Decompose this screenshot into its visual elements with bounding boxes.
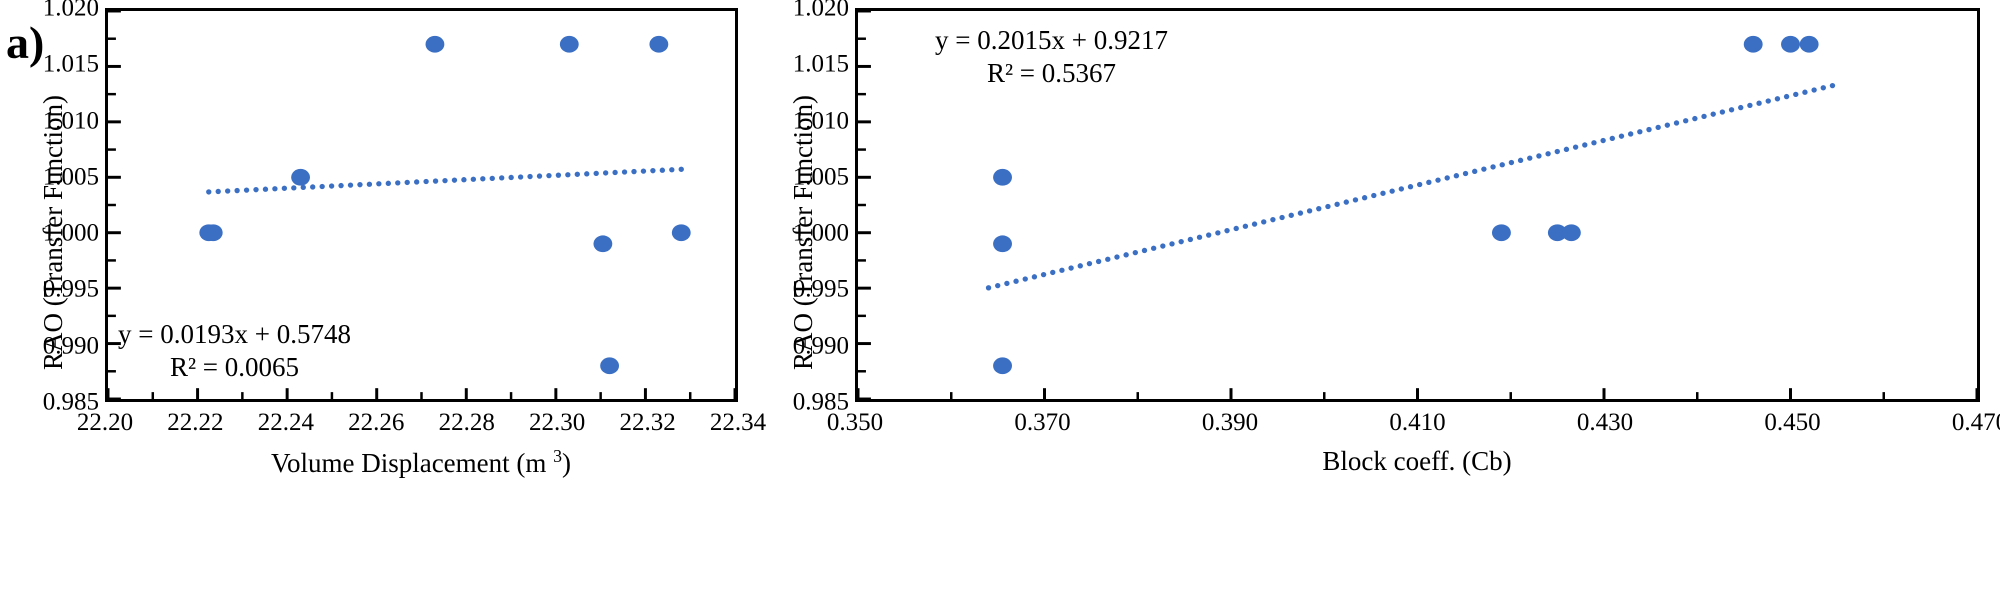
x-tick-label: 22.20 (76, 409, 134, 436)
y-tick-label: 1.010 (42, 107, 99, 135)
data-point (1781, 35, 1800, 53)
panel-b-plot-area (855, 8, 1980, 402)
x-tick-label: 22.30 (529, 409, 586, 436)
y-tick-label: 1.010 (792, 107, 849, 135)
y-tick-label: 0.985 (792, 388, 849, 416)
x-tick-label: 0.450 (1764, 409, 1821, 436)
data-point (1561, 224, 1581, 242)
data-point (993, 235, 1012, 253)
data-point (1547, 224, 1567, 242)
data-point (425, 35, 445, 53)
b-data-points (993, 35, 1819, 375)
panel-a-x-axis-title-base: Volume Displacement (m (270, 448, 554, 478)
data-point (649, 35, 669, 53)
panel-b-x-axis-title: Block coeff. (Cb) (1322, 446, 1512, 476)
y-tick-label: 0.985 (42, 388, 99, 416)
b-trendline (985, 82, 1836, 291)
data-point (593, 235, 613, 253)
y-tick-label: 1.015 (792, 50, 849, 78)
data-point (1491, 224, 1511, 242)
x-tick-label: 0.370 (1014, 409, 1071, 436)
panel-b-r-squared: R² = 0.5367 (986, 57, 1117, 88)
x-tick-label: 0.410 (1389, 409, 1446, 436)
data-point (600, 357, 620, 375)
data-point (203, 224, 223, 242)
y-tick-label: 0.990 (42, 332, 99, 360)
data-point (993, 357, 1012, 375)
panel-a-regression-annotation: y = 0.0193x + 0.5748 R² = 0.0065 (118, 318, 351, 384)
y-tick-label: 1.015 (42, 50, 99, 78)
panel-a-x-axis-title-tail: ) (562, 448, 572, 478)
data-point (291, 168, 310, 186)
panel-a-label: a) (6, 17, 45, 68)
x-tick-label: 22.24 (257, 409, 314, 436)
x-tick-label: 22.32 (619, 409, 676, 436)
y-tick-label: 1.005 (792, 163, 849, 191)
panel-a-x-axis-title-superscript: 3 (553, 446, 563, 466)
x-tick-label: 22.34 (709, 409, 767, 436)
y-tick-label: 0.995 (42, 275, 99, 303)
y-tick-label: 1.000 (792, 219, 849, 247)
data-point (671, 224, 691, 242)
panel-a-plot-area (105, 8, 738, 402)
panel-a-equation: y = 0.0193x + 0.5748 (118, 319, 351, 349)
data-point (559, 35, 579, 53)
x-tick-label: 22.22 (167, 409, 224, 436)
a-trendline (206, 166, 684, 195)
x-tick-label: 0.470 (1951, 409, 2000, 436)
y-tick-label: 0.995 (792, 275, 849, 303)
x-tick-label: 22.28 (438, 409, 495, 436)
data-point (1799, 35, 1819, 53)
y-tick-label: 0.990 (792, 332, 849, 360)
a-data-points (199, 35, 691, 375)
x-tick-label: 0.350 (826, 409, 884, 436)
panel-b-plot-svg (856, 9, 1979, 401)
panel-a-plot-svg (106, 9, 737, 401)
y-tick-label: 1.005 (42, 163, 99, 191)
panel-b-equation: y = 0.2015x + 0.9217 (935, 25, 1168, 55)
data-point (1743, 35, 1763, 53)
panel-b-regression-annotation: y = 0.2015x + 0.9217 R² = 0.5367 (935, 24, 1168, 90)
x-tick-label: 0.390 (1201, 409, 1259, 436)
y-tick-label: 1.000 (42, 219, 99, 247)
data-point (993, 168, 1012, 186)
panel-b: b) RAO (Transfer Function) 0.9850.9900.9… (788, 0, 2000, 591)
x-tick-label: 22.26 (348, 409, 405, 436)
panel-a: a) RAO (Transfer Function) 0.985 0.990 0.9… (6, 0, 767, 478)
panel-a-x-axis-title: Volume Displacement (m 3) (270, 446, 572, 478)
panel-a-r-squared: R² = 0.0065 (169, 351, 300, 382)
y-tick-label: 1.020 (42, 0, 99, 22)
x-tick-label: 0.430 (1576, 409, 1634, 436)
y-tick-label: 1.020 (792, 0, 849, 22)
